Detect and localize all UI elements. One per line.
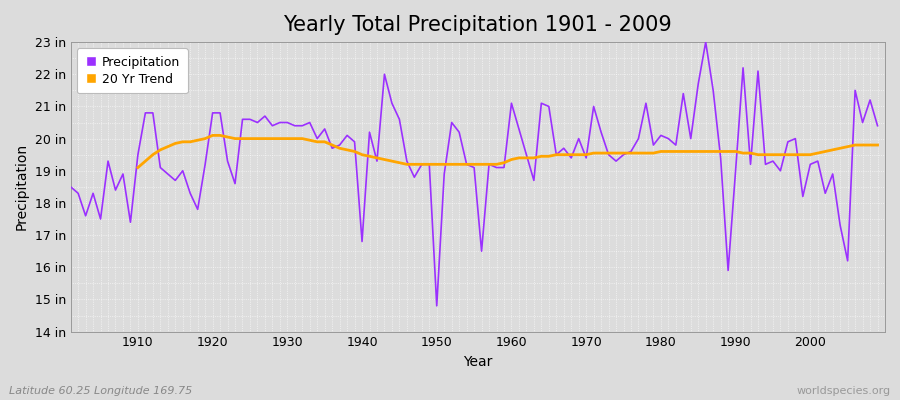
X-axis label: Year: Year [464,355,492,369]
Legend: Precipitation, 20 Yr Trend: Precipitation, 20 Yr Trend [76,48,188,93]
Text: Latitude 60.25 Longitude 169.75: Latitude 60.25 Longitude 169.75 [9,386,193,396]
Y-axis label: Precipitation: Precipitation [15,143,29,230]
Text: worldspecies.org: worldspecies.org [796,386,891,396]
Title: Yearly Total Precipitation 1901 - 2009: Yearly Total Precipitation 1901 - 2009 [284,15,672,35]
